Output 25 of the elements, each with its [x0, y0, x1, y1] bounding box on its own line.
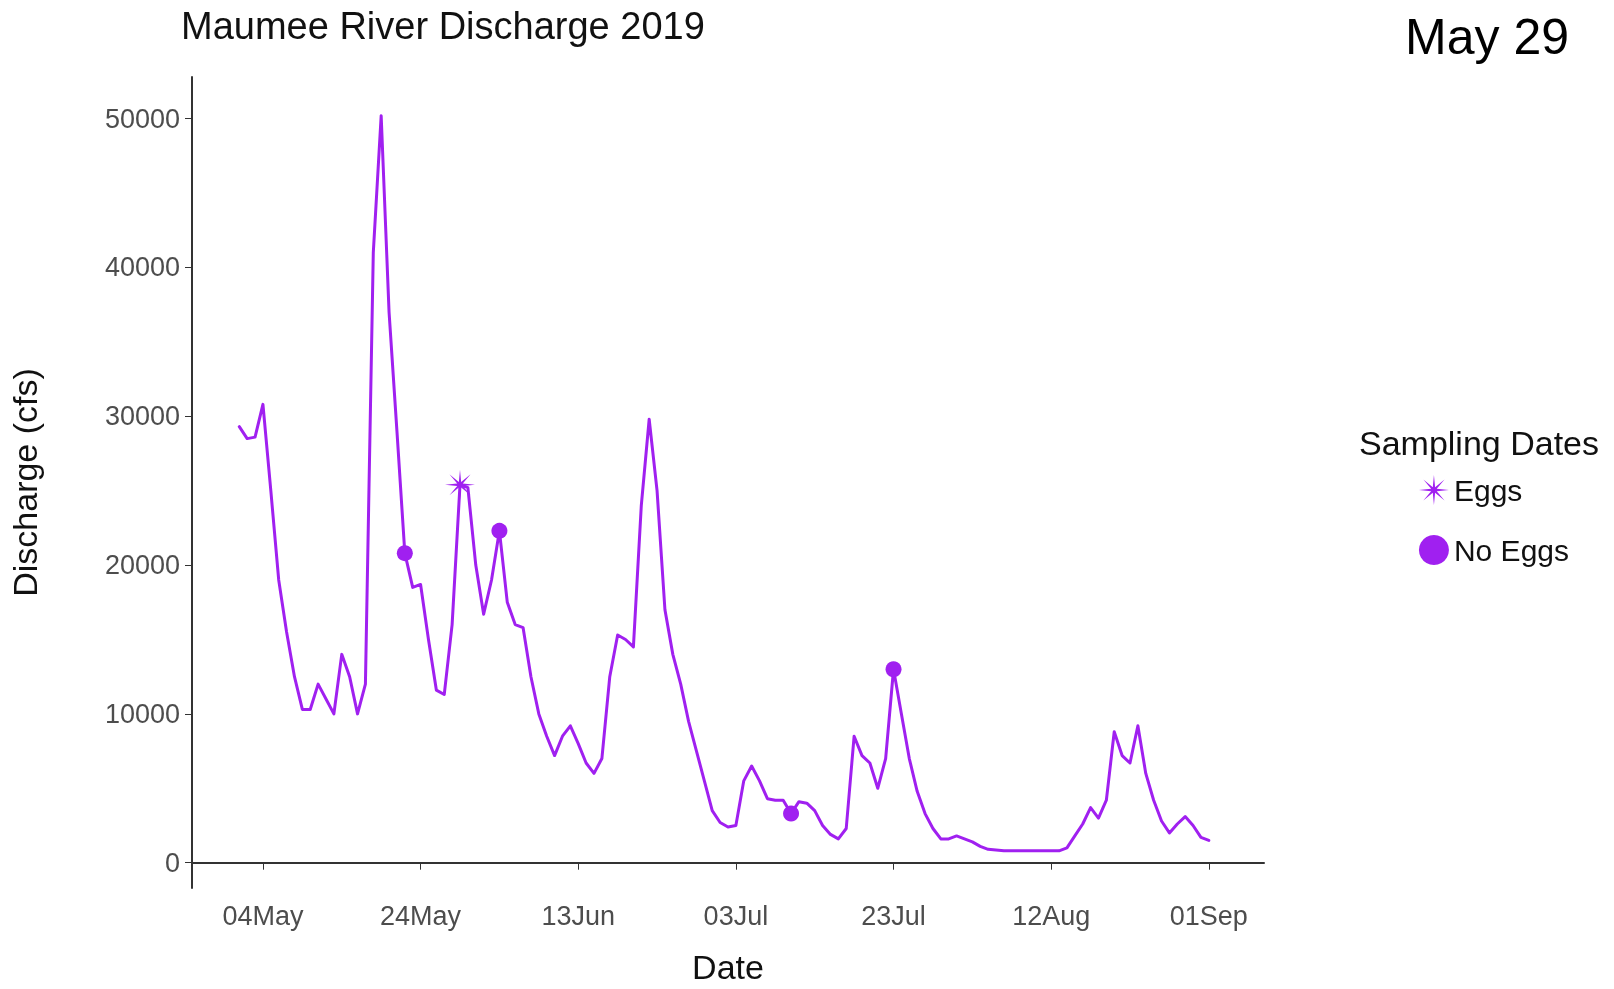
legend-title: Sampling Dates [1358, 424, 1600, 462]
y-axis-title: Discharge (cfs) [6, 368, 44, 597]
x-tick-label: 13Jun [541, 900, 616, 931]
point [491, 522, 508, 539]
x-tick-label: 12Aug [1012, 900, 1091, 931]
y-tick-label: 40000 [104, 252, 180, 283]
y-tick-label: 20000 [104, 550, 180, 581]
y-tick-label: 10000 [104, 698, 180, 729]
chart-title: Maumee River Discharge 2019 [181, 5, 705, 47]
x-tick-label: 23Jul [861, 900, 926, 931]
y-tick-label: 30000 [104, 401, 180, 432]
point [885, 661, 902, 678]
y-tick-label: 50000 [104, 103, 180, 134]
x-axis-title: Date [692, 948, 764, 986]
legend-label: No Eggs [1453, 533, 1570, 567]
x-tick-label: 04May [222, 900, 304, 931]
line-series [237, 114, 1211, 853]
y-tick-label: 0 [164, 847, 180, 878]
legend-label: Eggs [1453, 473, 1523, 507]
x-tick-label: 03Jul [703, 900, 769, 931]
point [783, 805, 800, 822]
text: May 29 [1405, 9, 1569, 65]
x-tick-label: 24May [380, 900, 462, 931]
point [396, 545, 413, 562]
x-tick-label: 01Sep [1169, 900, 1248, 931]
